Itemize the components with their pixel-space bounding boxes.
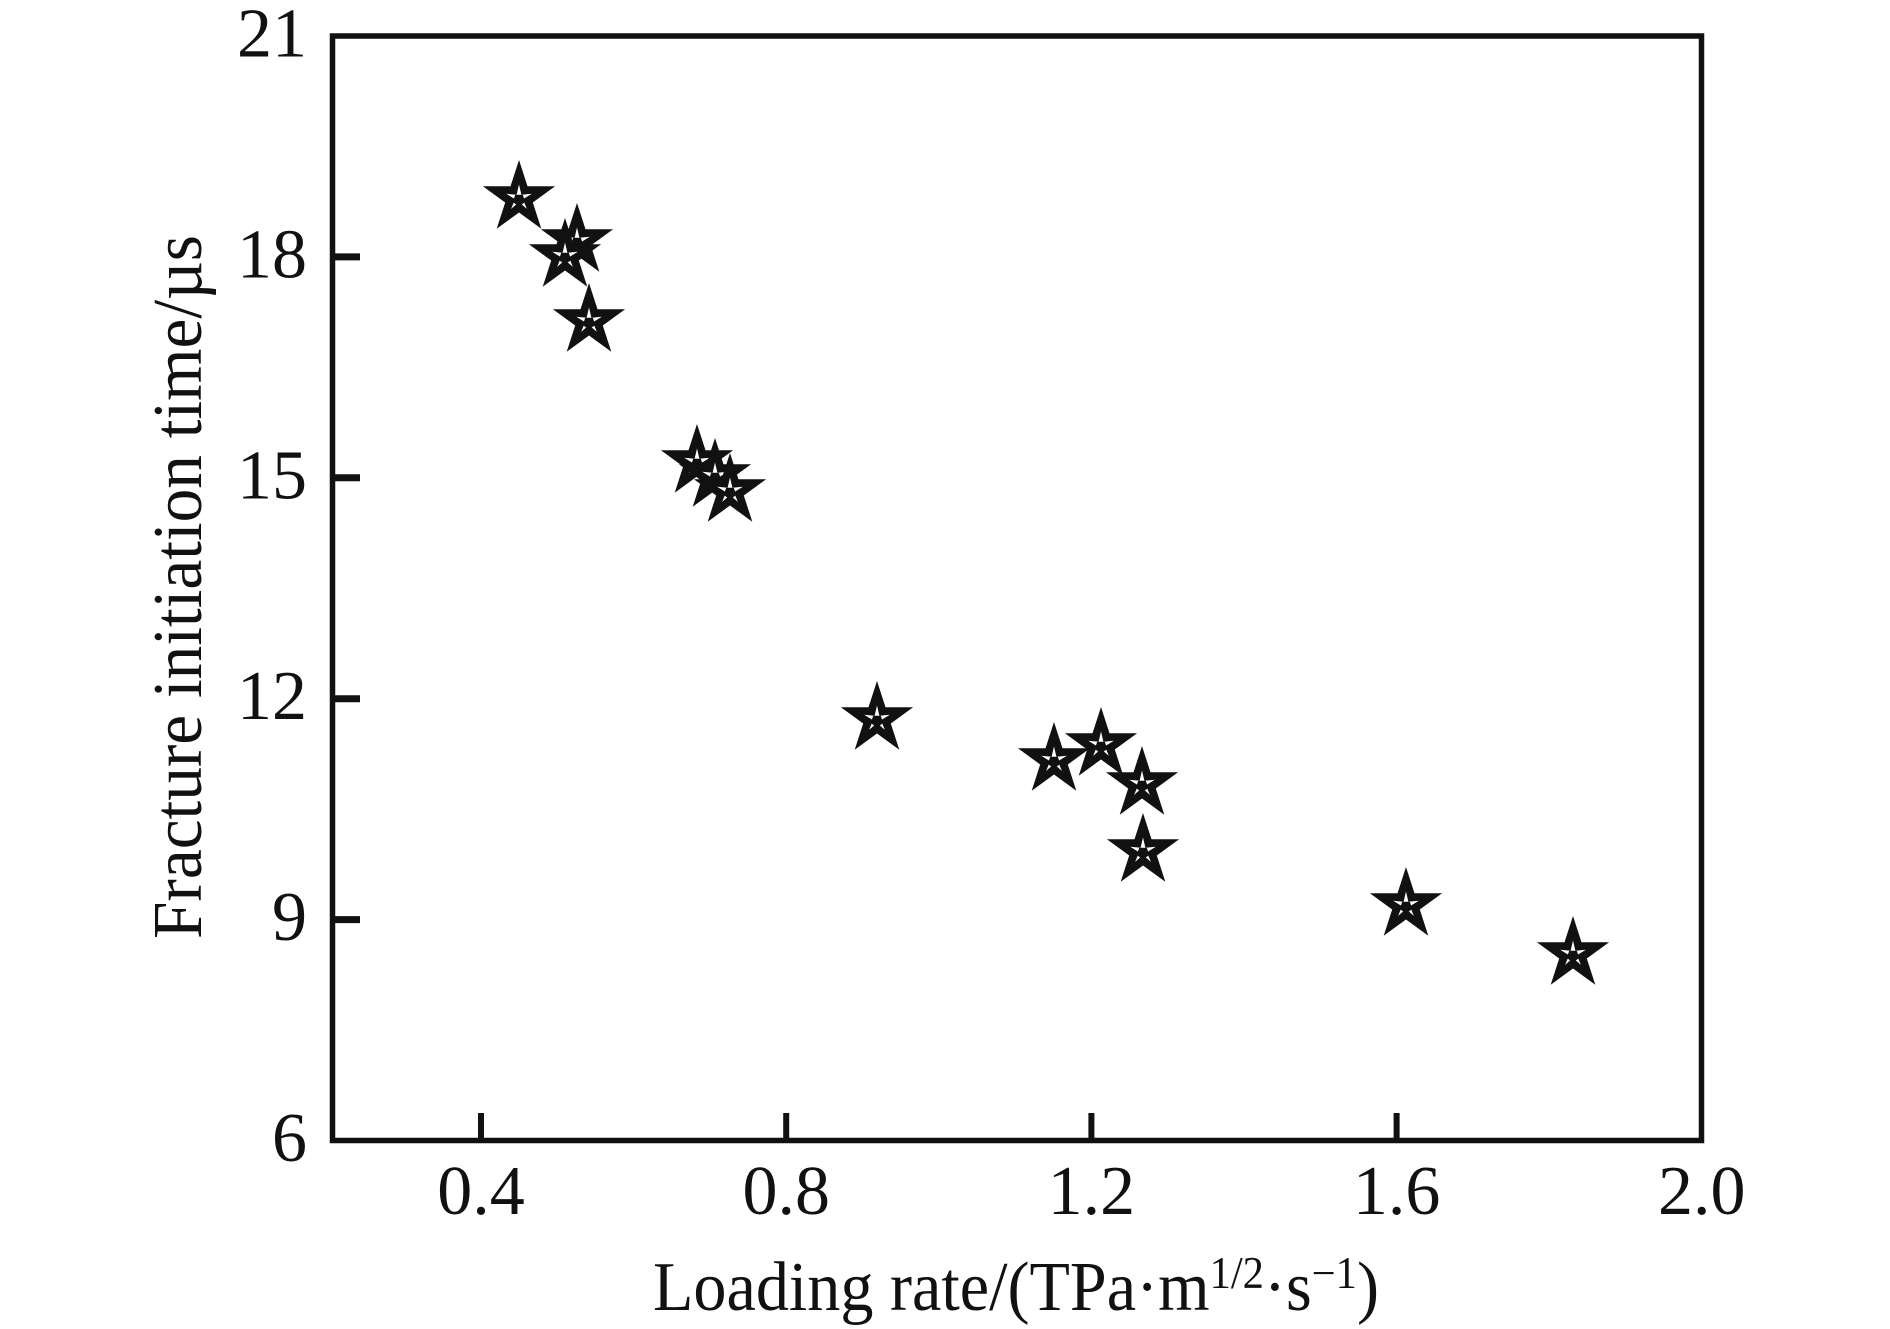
svg-text:15: 15	[237, 437, 307, 514]
svg-text:9: 9	[272, 879, 307, 956]
svg-text:1.2: 1.2	[1048, 1153, 1136, 1230]
svg-text:0.8: 0.8	[742, 1153, 830, 1230]
svg-text:Loading rate/(TPa·m1/2·s−1): Loading rate/(TPa·m1/2·s−1)	[653, 1248, 1379, 1326]
svg-text:1.6: 1.6	[1353, 1153, 1441, 1230]
svg-text:12: 12	[237, 658, 307, 735]
svg-text:Fracture initiation time/µs: Fracture initiation time/µs	[140, 235, 217, 939]
svg-text:21: 21	[237, 0, 307, 73]
svg-text:2.0: 2.0	[1658, 1153, 1746, 1230]
svg-text:18: 18	[237, 216, 307, 293]
svg-text:0.4: 0.4	[437, 1153, 525, 1230]
svg-text:6: 6	[272, 1100, 307, 1177]
